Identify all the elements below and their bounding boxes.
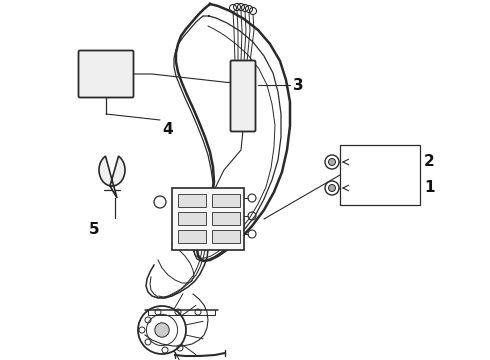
FancyBboxPatch shape [230, 60, 255, 131]
Text: 1: 1 [424, 180, 435, 195]
Bar [212, 194, 240, 207]
FancyBboxPatch shape [78, 50, 133, 98]
Circle shape [155, 323, 169, 337]
Bar [172, 188, 244, 250]
Bar [212, 230, 240, 243]
Text: 2: 2 [424, 154, 435, 170]
Bar [178, 230, 206, 243]
Text: 4: 4 [162, 122, 172, 137]
Circle shape [328, 158, 336, 166]
Bar [178, 212, 206, 225]
Bar [178, 194, 206, 207]
Text: 5: 5 [89, 222, 99, 238]
Bar [340, 145, 420, 205]
Circle shape [328, 184, 336, 192]
Bar [212, 212, 240, 225]
Text: 3: 3 [293, 77, 304, 93]
Polygon shape [99, 156, 125, 198]
